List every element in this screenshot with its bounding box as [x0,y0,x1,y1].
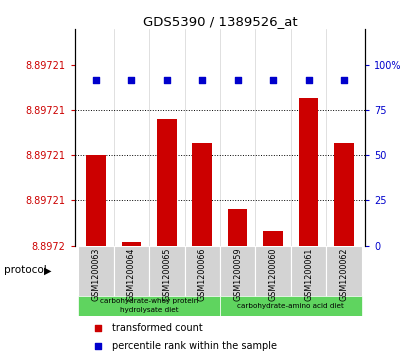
Text: GSM1200059: GSM1200059 [233,248,242,301]
Point [95,325,101,331]
Text: transformed count: transformed count [112,323,203,333]
Point [305,77,312,82]
Bar [157,119,176,245]
Text: GSM1200062: GSM1200062 [339,248,349,301]
Point [164,77,170,82]
Text: GSM1200065: GSM1200065 [162,248,171,301]
Bar [86,155,106,245]
Text: GSM1200066: GSM1200066 [198,248,207,301]
Bar [334,143,354,245]
Point [341,77,347,82]
Bar [299,98,318,245]
Text: GSM1200060: GSM1200060 [269,248,278,301]
Bar [193,143,212,245]
Point [128,77,135,82]
Bar [264,231,283,245]
Bar [220,296,361,317]
Text: GSM1200061: GSM1200061 [304,248,313,301]
Text: carbohydrate-whey protein: carbohydrate-whey protein [100,298,198,304]
Point [270,77,276,82]
Bar [78,296,220,317]
Bar [78,245,114,297]
Bar [114,245,149,297]
Bar [149,245,185,297]
Text: percentile rank within the sample: percentile rank within the sample [112,341,278,351]
Bar [185,245,220,297]
Bar [255,245,291,297]
Bar [122,242,141,245]
Point [234,77,241,82]
Point [95,343,101,349]
Bar [220,245,255,297]
Text: protocol: protocol [4,265,47,276]
Text: hydrolysate diet: hydrolysate diet [120,307,178,313]
Bar [228,209,247,245]
Text: ▶: ▶ [44,265,51,276]
Bar [291,245,326,297]
Point [199,77,205,82]
Point [93,77,99,82]
Title: GDS5390 / 1389526_at: GDS5390 / 1389526_at [143,15,297,28]
Text: GSM1200064: GSM1200064 [127,248,136,301]
Text: GSM1200063: GSM1200063 [91,248,100,301]
Text: carbohydrate-amino acid diet: carbohydrate-amino acid diet [237,303,344,309]
Bar [326,245,361,297]
